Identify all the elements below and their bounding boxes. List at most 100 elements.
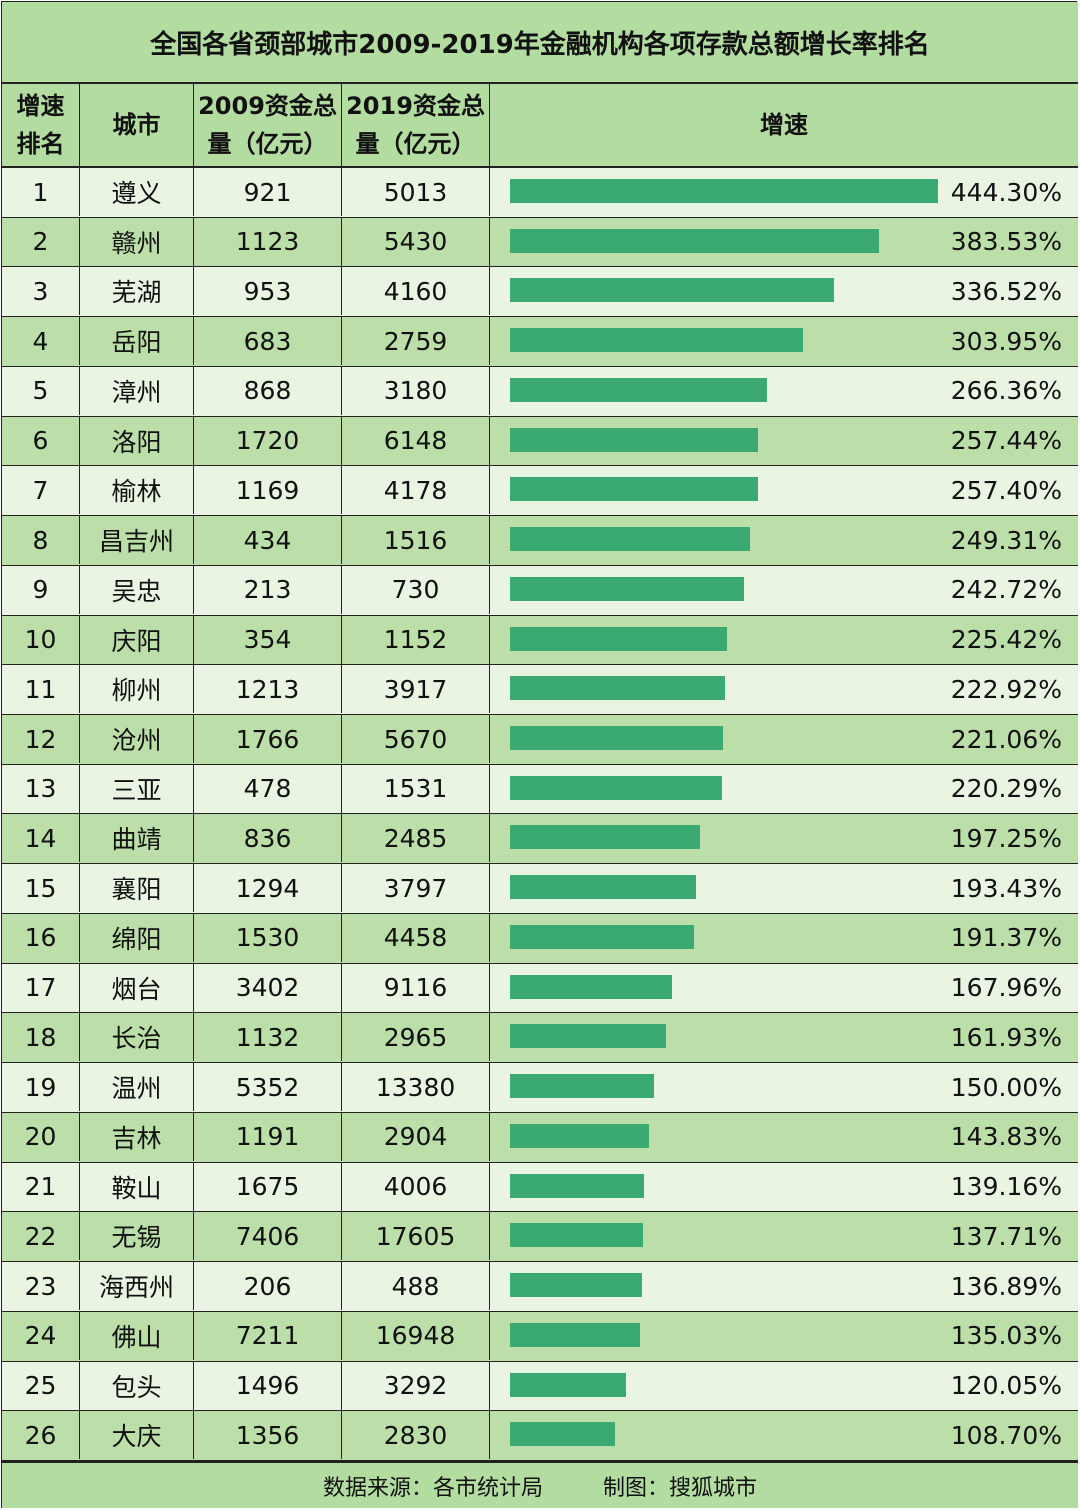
growth-bar	[510, 626, 727, 651]
cell-2009: 213	[194, 565, 342, 614]
growth-bar	[510, 924, 694, 949]
cell-rank: 16	[2, 913, 80, 962]
header-2009: 2009资金总 量（亿元）	[194, 84, 342, 166]
growth-label: 336.52%	[950, 276, 1062, 306]
cell-2019: 2485	[342, 814, 490, 863]
cell-rank: 9	[2, 565, 80, 614]
growth-bar	[510, 1173, 644, 1198]
cell-city: 绵阳	[80, 913, 194, 962]
chart-title: 全国各省颈部城市2009-2019年金融机构各项存款总额增长率排名	[2, 2, 1078, 84]
growth-bar	[510, 527, 750, 552]
growth-label: 242.72%	[950, 575, 1062, 605]
cell-2009: 1123	[194, 217, 342, 266]
table-row: 5 漳州 868 3180 266.36%	[2, 366, 1078, 417]
growth-bar	[510, 1273, 642, 1298]
cell-2019: 2965	[342, 1013, 490, 1062]
cell-city: 吴忠	[80, 565, 194, 614]
footer-credit: 制图：搜狐城市	[603, 1475, 758, 1501]
table-row: 17 烟台 3402 9116 167.96%	[2, 963, 1078, 1014]
cell-2019: 9116	[342, 963, 490, 1012]
header-2009-label: 2009资金总 量（亿元）	[198, 92, 337, 158]
cell-city: 无锡	[80, 1212, 194, 1261]
cell-2019: 4178	[342, 466, 490, 515]
growth-label: 257.44%	[950, 426, 1062, 456]
table-row: 22 无锡 7406 17605 137.71%	[2, 1212, 1078, 1263]
table-row: 25 包头 1496 3292 120.05%	[2, 1361, 1078, 1412]
cell-city: 昌吉州	[80, 516, 194, 565]
cell-2019: 5670	[342, 715, 490, 764]
growth-bar	[510, 1223, 643, 1248]
cell-2019: 2830	[342, 1411, 490, 1460]
header-growth-label: 增速	[760, 111, 808, 139]
table-row: 24 佛山 7211 16948 135.03%	[2, 1311, 1078, 1362]
table-row: 1 遵义 921 5013 444.30%	[2, 168, 1078, 218]
cell-2009: 1132	[194, 1013, 342, 1062]
cell-city: 包头	[80, 1361, 194, 1410]
cell-rank: 20	[2, 1112, 80, 1161]
cell-2019: 6148	[342, 416, 490, 465]
table-row: 16 绵阳 1530 4458 191.37%	[2, 913, 1078, 964]
cell-city: 襄阳	[80, 864, 194, 913]
cell-rank: 5	[2, 366, 80, 415]
cell-2009: 921	[194, 168, 342, 216]
growth-bar	[510, 328, 803, 353]
cell-2009: 1496	[194, 1361, 342, 1410]
footer-source: 数据来源：各市统计局	[322, 1475, 543, 1501]
growth-bar	[510, 278, 834, 303]
cell-2009: 1766	[194, 715, 342, 764]
cell-2019: 3797	[342, 864, 490, 913]
table-row: 4 岳阳 683 2759 303.95%	[2, 317, 1078, 367]
cell-city: 鞍山	[80, 1162, 194, 1211]
growth-bar	[510, 1322, 640, 1347]
cell-2009: 7211	[194, 1311, 342, 1360]
cell-2019: 5013	[342, 168, 490, 216]
growth-bar	[510, 179, 938, 203]
cell-city: 芜湖	[80, 267, 194, 316]
cell-rank: 25	[2, 1361, 80, 1410]
growth-bar	[510, 1123, 649, 1148]
cell-rank: 1	[2, 168, 80, 216]
cell-2009: 1213	[194, 665, 342, 714]
cell-city: 岳阳	[80, 317, 194, 366]
cell-city: 海西州	[80, 1262, 194, 1311]
cell-rank: 17	[2, 963, 80, 1012]
cell-2019: 1152	[342, 615, 490, 664]
table-row: 20 吉林 1191 2904 143.83%	[2, 1112, 1078, 1163]
growth-bar	[510, 477, 758, 502]
cell-2019: 4160	[342, 267, 490, 316]
table-row: 18 长治 1132 2965 161.93%	[2, 1013, 1078, 1064]
table-row: 6 洛阳 1720 6148 257.44%	[2, 416, 1078, 467]
cell-rank: 7	[2, 466, 80, 515]
growth-label: 221.06%	[950, 724, 1062, 754]
cell-rank: 13	[2, 764, 80, 813]
cell-city: 烟台	[80, 963, 194, 1012]
growth-label: 161.93%	[950, 1022, 1062, 1052]
header-2019: 2019资金总 量（亿元）	[342, 84, 490, 166]
growth-bar	[510, 1372, 626, 1397]
growth-label: 197.25%	[950, 823, 1062, 853]
cell-2019: 16948	[342, 1311, 490, 1360]
cell-2019: 488	[342, 1262, 490, 1311]
cell-2009: 1720	[194, 416, 342, 465]
growth-label: 120.05%	[950, 1371, 1062, 1401]
cell-2009: 836	[194, 814, 342, 863]
table-row: 9 吴忠 213 730 242.72%	[2, 565, 1078, 616]
header-city-label: 城市	[112, 111, 161, 139]
cell-city: 沧州	[80, 715, 194, 764]
cell-2009: 1169	[194, 466, 342, 515]
growth-bar	[510, 825, 700, 850]
cell-rank: 4	[2, 317, 80, 366]
cell-city: 曲靖	[80, 814, 194, 863]
growth-bar	[510, 875, 696, 900]
cell-2019: 1531	[342, 764, 490, 813]
cell-2009: 683	[194, 317, 342, 366]
growth-label: 225.42%	[950, 625, 1062, 655]
cell-2019: 4458	[342, 913, 490, 962]
growth-bar	[510, 377, 767, 402]
cell-2019: 3180	[342, 366, 490, 415]
cell-rank: 12	[2, 715, 80, 764]
cell-2009: 1356	[194, 1411, 342, 1460]
growth-label: 136.89%	[950, 1271, 1062, 1301]
cell-2019: 17605	[342, 1212, 490, 1261]
header-growth: 增速	[490, 84, 1078, 166]
